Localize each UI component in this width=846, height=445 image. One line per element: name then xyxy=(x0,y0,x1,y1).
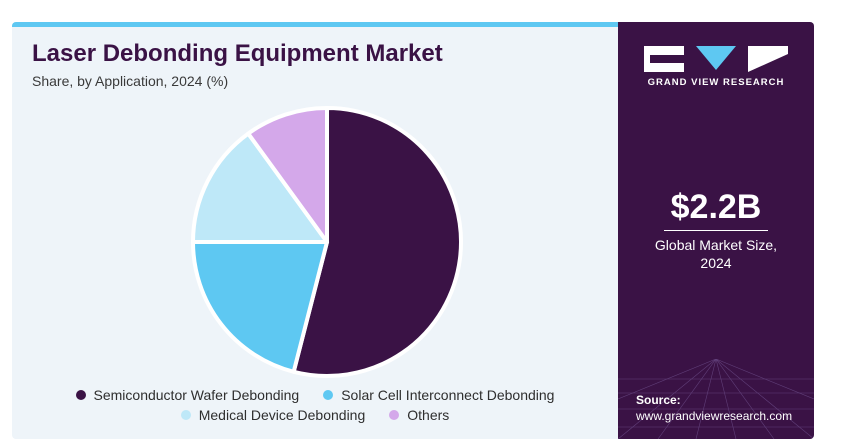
legend-label: Solar Cell Interconnect Debonding xyxy=(341,387,555,403)
divider xyxy=(664,230,768,231)
legend-swatch xyxy=(389,410,400,420)
legend-label: Semiconductor Wafer Debonding xyxy=(93,387,300,403)
source-label: Source: xyxy=(636,393,681,407)
legend-swatch xyxy=(75,390,86,400)
pie-slice-medical-device xyxy=(191,131,329,244)
chart-subtitle: Share, by Application, 2024 (%) xyxy=(32,73,229,89)
market-size-desc-line1: Global Market Size, xyxy=(654,237,778,253)
legend-item-others: Others xyxy=(389,407,449,423)
decorative-grid xyxy=(618,359,814,439)
chart-card: Laser Debonding Equipment Market Share, … xyxy=(12,22,814,439)
info-sidebar: GRAND VIEW RESEARCH $2.2B Global Market … xyxy=(618,22,814,439)
pie-slice-semiconductor xyxy=(291,106,463,378)
pie-slice-solar-cell xyxy=(191,240,329,374)
chart-title: Laser Debonding Equipment Market xyxy=(32,40,443,67)
legend-row-1: Semiconductor Wafer Debonding Solar Cell… xyxy=(12,387,618,403)
market-size-description: Global Market Size, 2024 xyxy=(618,236,814,272)
legend-label: Others xyxy=(407,407,450,423)
source-url[interactable]: www.grandviewresearch.com xyxy=(636,409,793,423)
legend-swatch xyxy=(323,390,334,400)
legend-swatch xyxy=(180,410,191,420)
legend-item-semiconductor: Semiconductor Wafer Debonding xyxy=(75,387,300,403)
pie-slice-others xyxy=(246,106,329,244)
market-size-value: $2.2B xyxy=(670,188,762,226)
pie-chart xyxy=(191,106,463,378)
accent-bar xyxy=(12,22,618,27)
legend-item-solar-cell: Solar Cell Interconnect Debonding xyxy=(323,387,554,403)
market-size-desc-line2: 2024 xyxy=(700,255,732,271)
legend-row-2: Medical Device Debonding Others xyxy=(12,407,618,423)
source-block: Source: www.grandviewresearch.com xyxy=(636,392,792,424)
legend-label: Medical Device Debonding xyxy=(198,407,366,423)
legend-item-medical-device: Medical Device Debonding xyxy=(180,407,366,423)
brand-name: GRAND VIEW RESEARCH xyxy=(647,77,785,88)
grand-view-logo xyxy=(644,46,788,72)
